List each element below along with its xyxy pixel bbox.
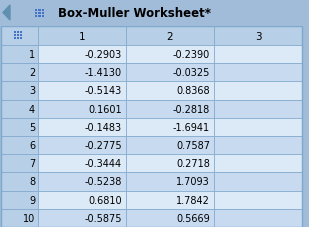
Bar [38,13,40,15]
Text: 0.7587: 0.7587 [176,141,210,151]
Bar [214,118,302,136]
Bar [126,64,214,82]
Bar [214,64,302,82]
Bar [1,173,38,191]
Bar [214,155,302,173]
Bar [126,100,214,118]
Bar [126,46,214,64]
Bar [214,82,302,100]
Text: 1: 1 [29,50,35,60]
Bar [126,173,214,191]
Bar [20,38,22,39]
Bar [126,209,214,227]
Bar [42,13,44,15]
Bar [214,100,302,118]
Bar [38,64,126,82]
Bar [38,173,126,191]
Bar [15,38,16,39]
Bar [38,155,126,173]
Text: 4: 4 [29,104,35,114]
Bar [214,46,302,64]
Text: -0.2390: -0.2390 [173,50,210,60]
Bar [38,191,126,209]
Bar [35,10,37,12]
Bar [214,27,302,46]
Text: 1: 1 [79,31,85,41]
Text: -0.2903: -0.2903 [85,50,122,60]
Bar [15,35,16,37]
Text: -0.0325: -0.0325 [173,68,210,78]
Text: 5: 5 [29,122,35,132]
Text: 2: 2 [29,68,35,78]
Bar [1,136,38,155]
Bar [1,191,38,209]
Bar [38,27,126,46]
Text: 10: 10 [23,213,35,223]
Text: -0.2775: -0.2775 [84,141,122,151]
Text: -0.5238: -0.5238 [85,177,122,187]
Bar [1,100,38,118]
Polygon shape [3,6,10,21]
Bar [1,64,38,82]
Bar [17,38,19,39]
Bar [38,10,40,12]
Text: 7: 7 [29,159,35,169]
Text: -0.5875: -0.5875 [84,213,122,223]
Bar [38,100,126,118]
Bar [1,82,38,100]
Bar [214,136,302,155]
Bar [126,27,214,46]
Bar [17,35,19,37]
Text: 0.5669: 0.5669 [176,213,210,223]
Bar [38,136,126,155]
Bar [38,118,126,136]
Bar [1,155,38,173]
Bar [126,155,214,173]
Bar [126,82,214,100]
Bar [35,13,37,15]
Bar [214,209,302,227]
Text: Box-Muller Worksheet*: Box-Muller Worksheet* [58,7,211,20]
Text: -0.5143: -0.5143 [85,86,122,96]
Bar [214,173,302,191]
Text: 0.6810: 0.6810 [88,195,122,205]
Bar [20,35,22,37]
Bar [42,10,44,12]
Bar [17,32,19,34]
Text: 6: 6 [29,141,35,151]
Bar [38,82,126,100]
Text: -1.6941: -1.6941 [173,122,210,132]
Text: 0.1601: 0.1601 [88,104,122,114]
Text: -0.2818: -0.2818 [173,104,210,114]
Bar [15,32,16,34]
Bar [1,118,38,136]
Bar [214,191,302,209]
Text: 1.7093: 1.7093 [176,177,210,187]
Bar [1,209,38,227]
Bar [1,27,38,46]
Bar [38,16,40,18]
Bar [35,16,37,18]
Bar [42,16,44,18]
Text: 1.7842: 1.7842 [176,195,210,205]
Text: -0.1483: -0.1483 [85,122,122,132]
Bar [1,46,38,64]
Text: 0.8368: 0.8368 [176,86,210,96]
Text: 3: 3 [29,86,35,96]
Bar [126,191,214,209]
Bar [126,118,214,136]
Text: 3: 3 [255,31,261,41]
Text: -1.4130: -1.4130 [85,68,122,78]
Bar [38,209,126,227]
Bar [20,32,22,34]
Bar [38,46,126,64]
Text: 8: 8 [29,177,35,187]
Text: 9: 9 [29,195,35,205]
Bar [126,136,214,155]
Text: -0.3444: -0.3444 [85,159,122,169]
Text: 0.2718: 0.2718 [176,159,210,169]
Text: 2: 2 [167,31,173,41]
